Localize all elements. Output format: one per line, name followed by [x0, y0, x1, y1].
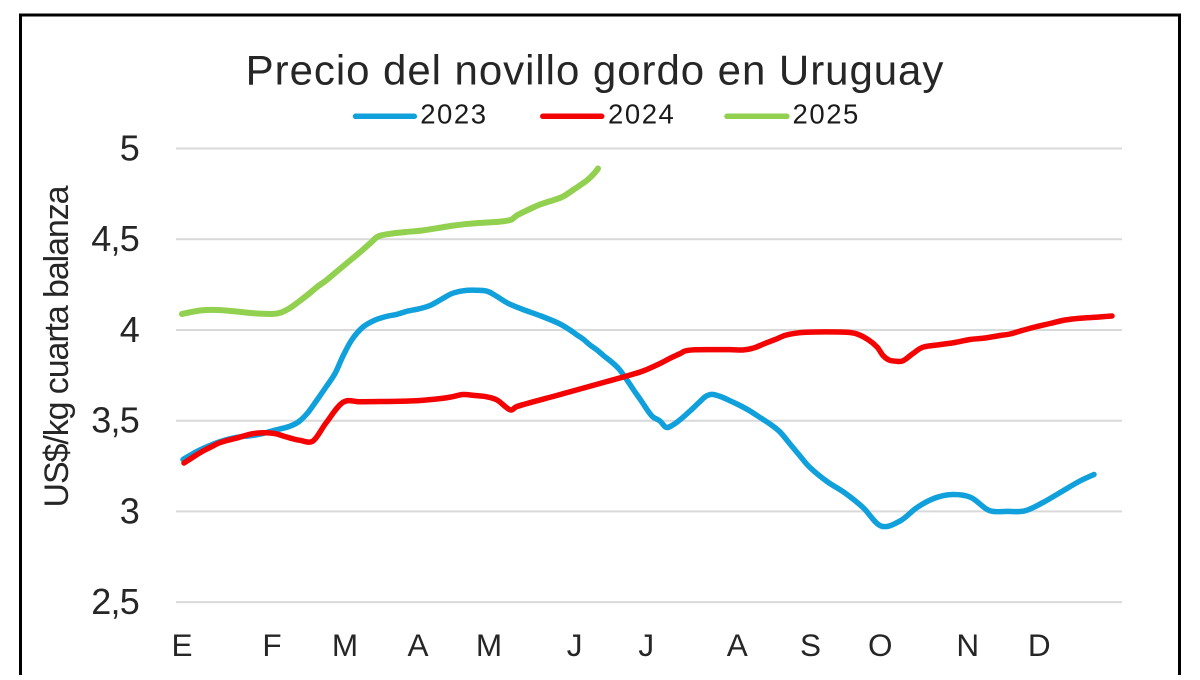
svg-text:US$/kg cuarta balanza: US$/kg cuarta balanza — [38, 185, 76, 507]
svg-text:3: 3 — [120, 490, 139, 531]
svg-text:4: 4 — [120, 309, 139, 350]
svg-text:3,5: 3,5 — [91, 400, 139, 441]
svg-text:A: A — [407, 627, 428, 663]
svg-text:M: M — [476, 627, 502, 663]
svg-text:2025: 2025 — [793, 99, 860, 130]
svg-text:A: A — [727, 627, 748, 663]
svg-text:M: M — [332, 627, 358, 663]
svg-text:F: F — [262, 627, 281, 663]
svg-text:J: J — [638, 627, 654, 663]
svg-text:S: S — [800, 627, 821, 663]
svg-text:Precio del novillo gordo en Ur: Precio del novillo gordo en Uruguay — [246, 47, 945, 94]
svg-text:E: E — [171, 627, 192, 663]
svg-text:4,5: 4,5 — [91, 218, 139, 259]
svg-text:D: D — [1028, 627, 1051, 663]
svg-text:2,5: 2,5 — [91, 581, 139, 622]
svg-text:5: 5 — [120, 127, 139, 168]
svg-text:2024: 2024 — [608, 99, 675, 130]
svg-text:O: O — [868, 627, 893, 663]
svg-text:J: J — [567, 627, 583, 663]
svg-text:2023: 2023 — [420, 99, 487, 130]
svg-text:N: N — [956, 627, 979, 663]
